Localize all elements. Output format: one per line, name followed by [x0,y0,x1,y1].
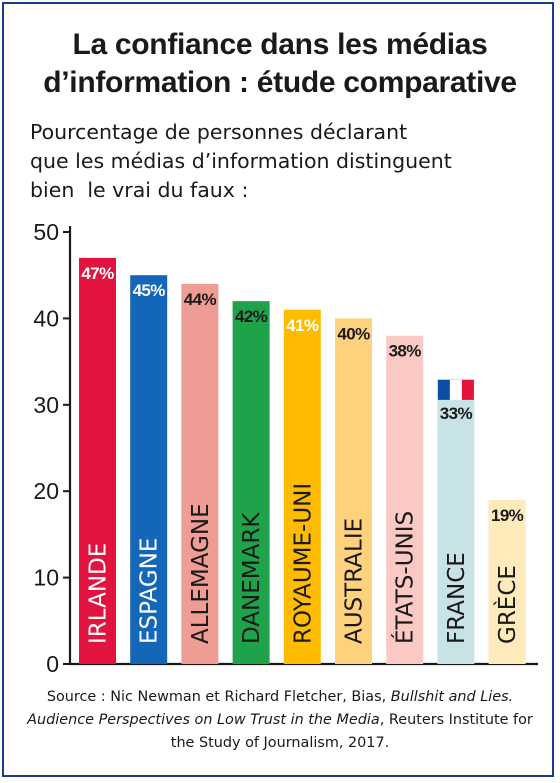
source-note: Source : Nic Newman et Richard Fletcher,… [20,686,540,755]
bar-chart: 0 10 20 30 40 50 47% IRLANDE 45% ESPAGNE 44% ALLEMA… [33,219,538,677]
y-tick-label: 50 [33,219,59,245]
category-label: ESPAGNE [137,538,163,644]
value-label: 45% [133,281,166,300]
y-tick-label: 0 [46,651,59,677]
bar [437,378,475,664]
flag-icon-red-band [461,379,474,400]
subtitle-line-3: bien le vrai du faux : [30,178,249,202]
source-suffix: , Reuters Institute for the Study of Jou… [170,712,533,751]
category-label: DANEMARK [239,512,265,644]
value-label: 44% [184,290,217,309]
value-label: 41% [286,316,319,335]
value-label: 40% [337,324,370,343]
subtitle-line-2: que les médias d’information distinguent [30,149,452,173]
chart-subtitle: Pourcentage de personnes déclarant que l… [30,118,530,205]
category-label: ROYAUME-UNI [290,483,316,644]
category-label: ALLEMAGNE [188,503,214,644]
category-label: IRLANDE [86,543,112,644]
title-line-2: d’information : étude comparative [43,66,517,99]
bar [488,499,526,664]
category-label: AUSTRALIE [342,518,368,644]
value-label: 19% [491,506,524,525]
category-label: GRÈCE [493,565,521,644]
source-title: Bullshit and Lies. Audience Perspectives… [27,689,514,728]
bar [283,309,321,664]
bar [232,301,270,664]
y-tick-label: 30 [33,392,59,418]
bar [79,257,116,664]
value-label: 38% [389,342,422,361]
bar [386,335,424,664]
source-prefix: Source : Nic Newman et Richard Fletcher,… [46,689,391,705]
flag-icon [437,379,450,400]
bar [181,283,219,664]
y-tick-label: 20 [33,478,59,504]
category-label: FRANCE [444,552,470,644]
bar [335,318,372,664]
y-tick-label: 40 [33,305,59,331]
value-label: 33% [440,404,473,423]
bar [130,275,168,664]
value-label: 47% [81,264,114,283]
title-line-1: La confiance dans les médias [72,28,488,61]
flag-icon-white-band [449,379,462,400]
subtitle-line-1: Pourcentage de personnes déclarant [30,120,408,144]
category-label: ÉTATS-UNIS [391,511,419,644]
chart-title: La confiance dans les médias d’informati… [0,26,560,102]
value-label: 42% [235,307,268,326]
y-tick-label: 10 [33,565,59,591]
